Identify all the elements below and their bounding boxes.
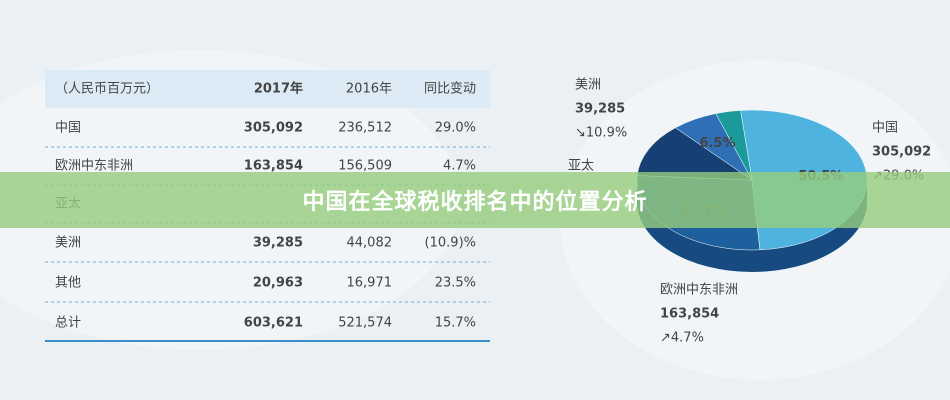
table-cell: 美洲 [55, 236, 81, 251]
callout-name: 美洲 [575, 78, 601, 93]
table-cell: 16,971 [347, 276, 393, 291]
table-cell: 总计 [55, 316, 81, 331]
table-cell: 163,854 [244, 159, 303, 174]
callout-amount: 305,092 [872, 145, 931, 160]
table-header-bg [45, 70, 490, 108]
table-cell: 29.0% [435, 121, 476, 136]
banner-title: 中国在全球税收排名中的位置分析 [0, 172, 950, 228]
table-cell: 44,082 [347, 236, 393, 251]
table-header: （人民币百万元） [55, 82, 159, 97]
pie-slice [715, 110, 753, 181]
callout-change: ↘10.9% [575, 126, 627, 141]
table-header: 同比变动 [424, 81, 476, 97]
callout-name: 中国 [872, 121, 898, 136]
table-cell: 156,509 [338, 159, 392, 174]
table-cell: 521,574 [338, 316, 392, 331]
slice-label: 6.5% [699, 136, 735, 151]
table-header: 2016年 [346, 82, 392, 97]
table-cell: 其他 [55, 276, 81, 291]
callout-name: 亚太 [568, 159, 594, 174]
callout-name: 欧洲中东非洲 [660, 283, 738, 298]
table-cell: 603,621 [244, 316, 303, 331]
table-cell: 欧洲中东非洲 [55, 159, 133, 174]
table-cell: 305,092 [244, 121, 303, 136]
table-cell: 15.7% [435, 316, 476, 331]
table-header: 2017年 [254, 81, 303, 97]
callout-amount: 39,285 [575, 102, 625, 117]
callout-change: ↗4.7% [660, 331, 704, 346]
table-cell: 中国 [55, 121, 81, 136]
table-cell: 20,963 [253, 276, 303, 291]
table-cell: 23.5% [435, 276, 476, 291]
table-cell: (10.9)% [425, 236, 476, 251]
table-cell: 39,285 [253, 236, 303, 251]
table-cell: 236,512 [338, 121, 392, 136]
callout-amount: 163,854 [660, 307, 719, 322]
table-cell: 4.7% [443, 159, 476, 174]
